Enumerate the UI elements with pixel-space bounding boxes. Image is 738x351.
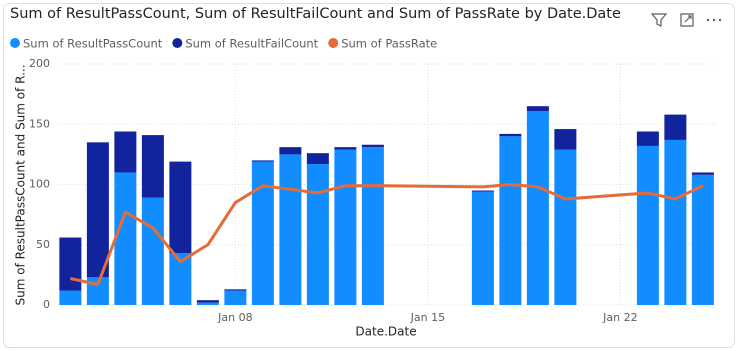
bar xyxy=(169,161,192,254)
bar xyxy=(306,153,329,165)
bar xyxy=(141,197,164,305)
bar xyxy=(526,106,549,111)
bar xyxy=(306,164,329,305)
line xyxy=(70,183,704,287)
bar xyxy=(471,191,494,305)
filter-icon[interactable] xyxy=(650,13,668,27)
x-tick-label: Jan 22 xyxy=(602,311,637,324)
chart-title: Sum of ResultPassCount, Sum of ResultFai… xyxy=(10,6,621,22)
bar xyxy=(279,147,302,155)
bar xyxy=(554,149,577,305)
bar xyxy=(251,161,274,305)
legend-label: Sum of PassRate xyxy=(341,37,437,51)
bar xyxy=(224,289,247,291)
legend-label: Sum of ResultPassCount xyxy=(23,37,163,51)
bar xyxy=(251,160,274,162)
bar xyxy=(334,147,357,150)
header-icons[interactable] xyxy=(650,13,722,27)
y-tick-label: 200 xyxy=(29,57,50,70)
x-tick-label: Jan 15 xyxy=(410,311,445,324)
legend-marker xyxy=(172,38,183,48)
more-icon[interactable] xyxy=(706,18,722,22)
focus-icon[interactable] xyxy=(680,13,694,27)
bar xyxy=(499,133,522,137)
bar xyxy=(196,300,219,303)
bar xyxy=(279,154,302,305)
bar xyxy=(636,131,659,146)
x-tick-label: Jan 08 xyxy=(217,311,252,324)
y-tick-label: 100 xyxy=(29,178,50,191)
bar xyxy=(361,144,384,148)
bar xyxy=(169,253,192,305)
legend-label: Sum of ResultFailCount xyxy=(185,37,318,51)
bar xyxy=(361,147,384,305)
y-tick-label: 150 xyxy=(29,117,50,130)
bar xyxy=(526,110,549,306)
bar xyxy=(471,190,494,192)
legend-marker xyxy=(328,38,339,48)
bar xyxy=(499,136,522,305)
legend-marker xyxy=(10,38,20,48)
y-tick-label: 50 xyxy=(36,238,50,251)
bar xyxy=(664,139,687,305)
bar xyxy=(636,145,659,305)
y-tick-label: 0 xyxy=(43,298,50,311)
bar xyxy=(196,302,219,305)
bar xyxy=(224,290,247,305)
bar xyxy=(691,172,714,175)
x-axis-title: Date.Date xyxy=(355,325,416,339)
bar xyxy=(114,172,137,305)
bar xyxy=(114,131,137,173)
bar xyxy=(141,135,164,198)
bar xyxy=(554,129,577,150)
bar xyxy=(86,142,109,278)
y-axis-title: Sum of ResultPassCount and Sum of R... xyxy=(14,64,28,305)
bar xyxy=(334,149,357,305)
bar xyxy=(691,174,714,305)
bar xyxy=(59,237,82,291)
bar xyxy=(664,114,687,140)
bar xyxy=(59,290,82,305)
